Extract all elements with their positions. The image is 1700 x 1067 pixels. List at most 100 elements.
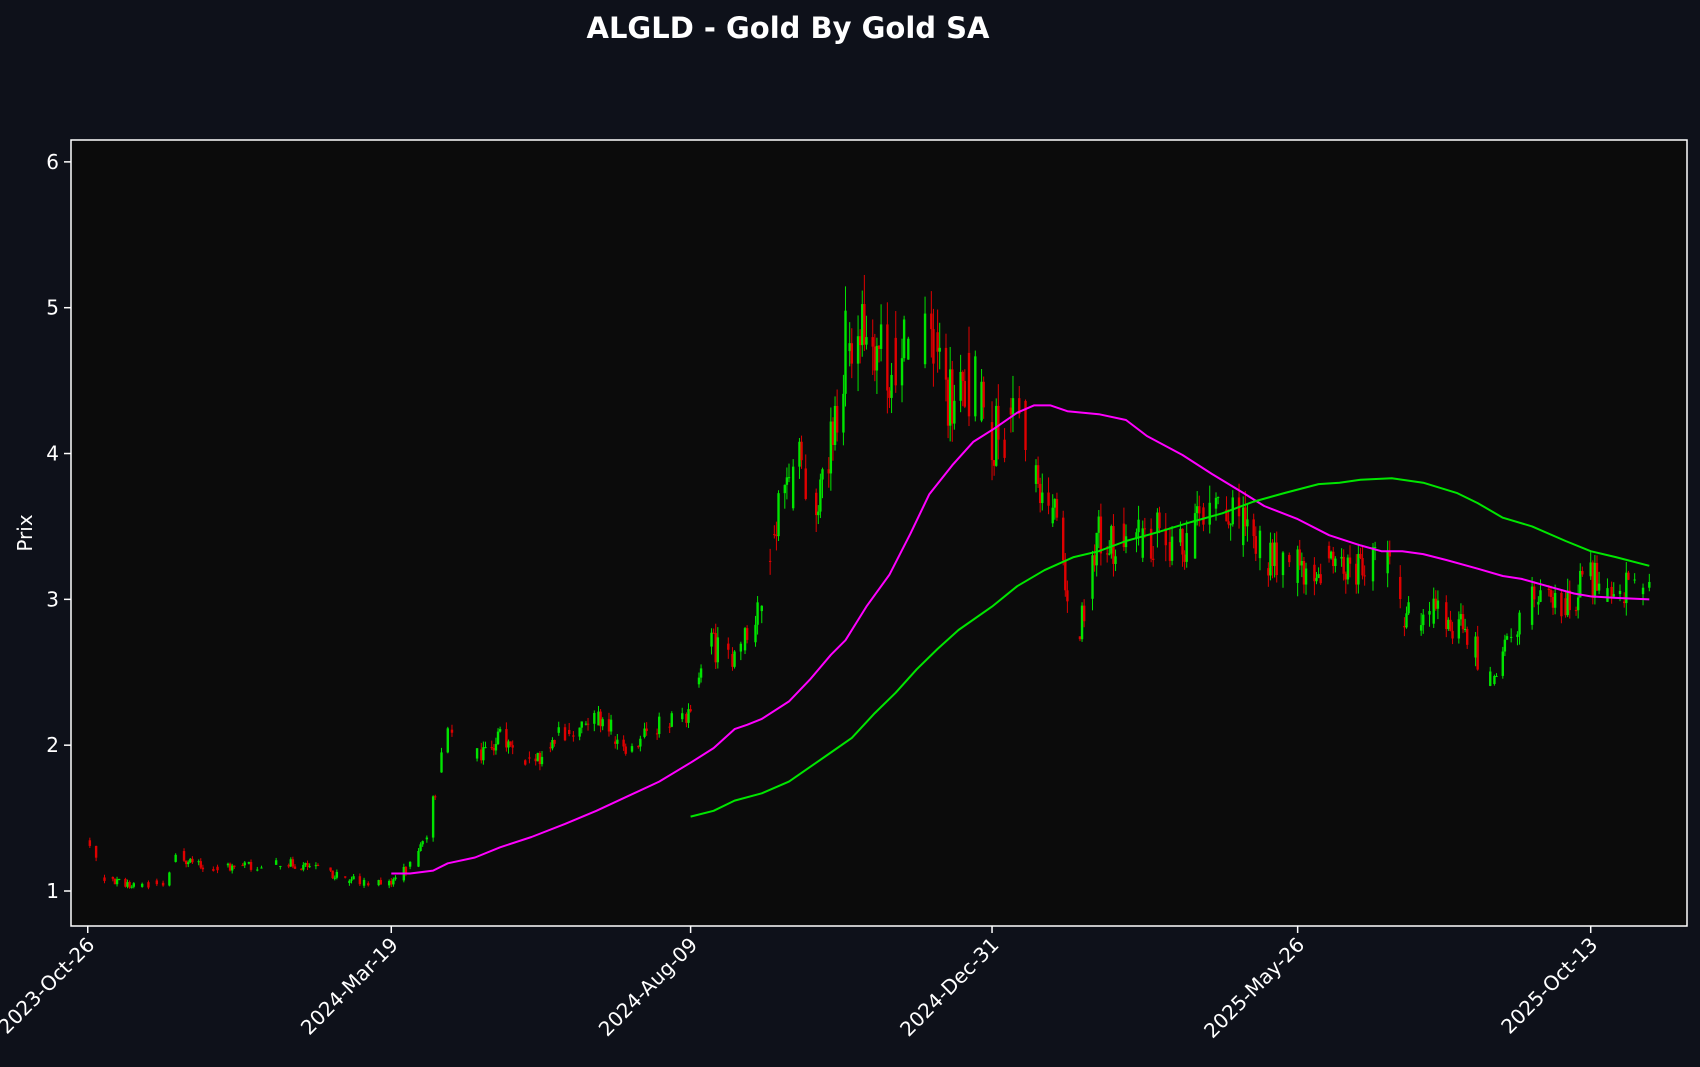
candle-body <box>94 845 98 858</box>
candle-body <box>959 371 962 401</box>
y-tick-label: 4 <box>46 442 59 466</box>
candle-body <box>1313 564 1316 582</box>
candle-body <box>103 877 106 881</box>
plot-frame <box>70 139 1688 927</box>
candle-body <box>1329 551 1333 559</box>
candle-body <box>739 643 743 652</box>
candle-body <box>377 880 380 886</box>
candle-body <box>1627 572 1630 580</box>
candle-body <box>829 421 833 474</box>
candle-body <box>697 677 701 685</box>
candle-body <box>549 747 552 749</box>
candle-body <box>350 879 353 881</box>
candle-body <box>835 405 839 433</box>
x-tick-label: 2023-Oct-26 <box>0 933 99 1039</box>
candle-body <box>1463 628 1467 630</box>
candle-body <box>1183 554 1186 562</box>
candle-body <box>930 313 933 330</box>
candle-body <box>578 727 581 737</box>
candle-body <box>1288 554 1291 563</box>
candle-body <box>1246 519 1249 527</box>
candle-body <box>358 876 362 885</box>
candle-body <box>421 841 424 845</box>
candle-body <box>1509 636 1513 638</box>
candle-body <box>944 347 948 380</box>
candle-body <box>492 748 496 751</box>
candle-body <box>348 880 351 884</box>
candle-body <box>902 319 906 359</box>
candle-body <box>417 850 420 867</box>
candle-body <box>827 469 830 474</box>
candle-body <box>367 883 370 886</box>
candle-body <box>689 709 692 712</box>
candle-body <box>777 493 780 537</box>
candle-body <box>1062 517 1065 561</box>
candle-body <box>300 868 303 870</box>
candle-body <box>819 479 822 512</box>
candle-body <box>1595 562 1599 591</box>
candle-body <box>553 739 556 744</box>
candle-body <box>894 337 897 386</box>
candle-body <box>798 441 801 467</box>
candle-body <box>247 862 251 864</box>
candle-body <box>1445 602 1448 630</box>
candle-body <box>308 866 311 868</box>
candle-body <box>1459 614 1463 620</box>
candle-body <box>216 866 219 871</box>
candle-body <box>1553 592 1557 608</box>
candle-body <box>716 637 720 663</box>
candle-body <box>1216 497 1220 499</box>
candle-body <box>1036 465 1040 484</box>
candle-body <box>1405 613 1408 628</box>
y-tick-label: 5 <box>46 296 59 320</box>
candle-body <box>1195 506 1199 514</box>
candle-body <box>379 880 383 885</box>
candle-body <box>1357 553 1360 585</box>
candle-body <box>1501 651 1504 676</box>
candle-body <box>1099 516 1103 554</box>
candle-body <box>524 760 527 765</box>
candle-body <box>1625 572 1628 604</box>
candle-body <box>668 726 671 728</box>
candle-body <box>1296 549 1299 583</box>
x-tick-label: 2025-May-26 <box>1199 933 1309 1043</box>
candle-body <box>1149 528 1153 559</box>
candle-body <box>1034 465 1038 484</box>
candle-body <box>1093 555 1096 566</box>
candle-body <box>1315 578 1318 582</box>
candle-body <box>140 883 144 887</box>
candle-body <box>861 304 864 346</box>
y-tick-label: 6 <box>46 150 59 174</box>
candle-body <box>316 865 320 867</box>
candle-body <box>1298 549 1301 566</box>
candle-body <box>871 337 874 347</box>
candle-body <box>1275 542 1278 576</box>
candle-body <box>1269 542 1272 576</box>
candle-body <box>1302 560 1306 585</box>
candle-body <box>1198 506 1201 514</box>
candle-body <box>865 337 868 345</box>
candle-body <box>948 369 952 426</box>
candle-body <box>967 352 971 417</box>
candle-body <box>637 746 640 748</box>
candle-body <box>844 310 847 394</box>
candle-body <box>314 865 318 867</box>
candle-body <box>1095 532 1098 566</box>
candle-body <box>1564 598 1567 616</box>
candle-body <box>1018 398 1021 414</box>
candle-body <box>936 332 939 352</box>
candle-body <box>450 729 454 733</box>
candle-body <box>953 400 956 424</box>
candle-body <box>1047 492 1050 506</box>
candle-body <box>1252 519 1255 537</box>
candle-body <box>821 469 824 480</box>
candle-body <box>1227 521 1230 525</box>
candle-body <box>293 866 297 869</box>
candle-body <box>1457 619 1461 639</box>
candle-body <box>184 860 188 865</box>
candle-body <box>1434 598 1438 609</box>
candle-body <box>1185 533 1188 562</box>
candle-body <box>1082 605 1086 622</box>
candle-body <box>197 861 200 863</box>
candle-body <box>974 356 977 417</box>
